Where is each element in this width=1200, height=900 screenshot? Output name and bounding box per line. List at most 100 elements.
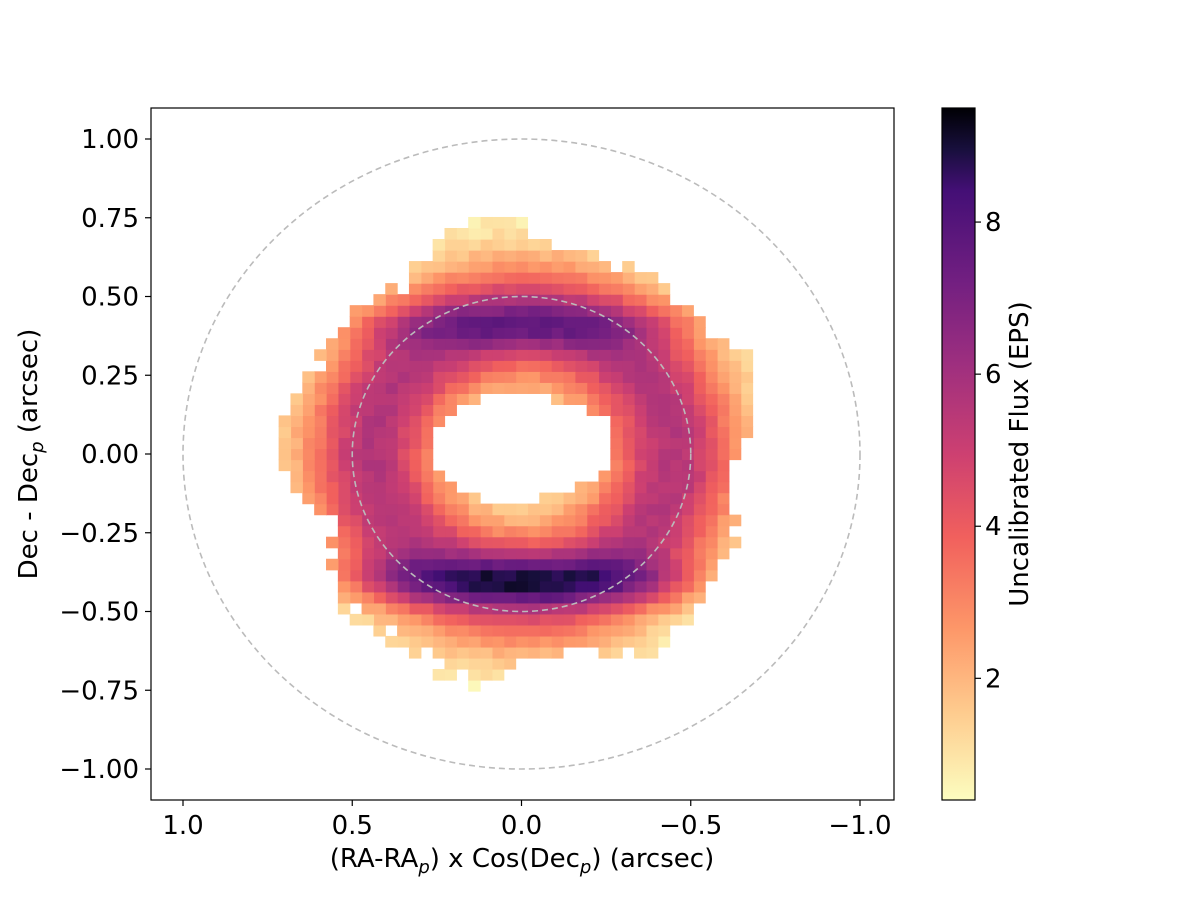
heatmap-cell [634, 316, 647, 328]
heatmap-cell [337, 349, 351, 361]
heatmap-cell [669, 349, 683, 361]
heatmap-cell [456, 360, 469, 372]
heatmap-cell [645, 294, 659, 306]
heatmap-cell [337, 536, 351, 549]
heatmap-cell [551, 250, 564, 262]
heatmap-cell [527, 602, 540, 615]
heatmap-cell [527, 580, 540, 593]
heatmap-cell [456, 624, 469, 637]
heatmap-cell [480, 503, 493, 516]
heatmap-cell [503, 602, 517, 615]
heatmap-cell [326, 371, 339, 383]
heatmap-cell [527, 338, 540, 350]
heatmap-cell [551, 525, 564, 538]
heatmap-cell [337, 591, 351, 604]
heatmap-cell [645, 437, 659, 450]
heatmap-cell [444, 536, 457, 549]
heatmap-cell [693, 525, 706, 538]
heatmap-cell [397, 316, 410, 328]
heatmap-cell [693, 415, 706, 428]
heatmap-cell [681, 558, 694, 571]
heatmap-cell [515, 558, 529, 571]
heatmap-cell [491, 272, 505, 284]
heatmap-cell [503, 503, 517, 516]
heatmap-cell [361, 371, 375, 383]
heatmap-cell [728, 514, 742, 527]
heatmap-cell [444, 272, 457, 284]
heatmap-cell [705, 470, 718, 483]
heatmap-cell [693, 349, 706, 361]
heatmap-cell [444, 327, 457, 339]
heatmap-cell [728, 393, 742, 405]
heatmap-cell [669, 569, 683, 582]
heatmap-cell [385, 569, 398, 582]
heatmap-cell [337, 558, 351, 571]
heatmap-cell [669, 591, 683, 604]
heatmap-cell [491, 371, 505, 383]
heatmap-cell [705, 371, 718, 383]
heatmap-cell [326, 470, 339, 483]
heatmap-cell [420, 382, 434, 394]
heatmap-cell [598, 591, 611, 604]
heatmap-cell [527, 569, 540, 582]
heatmap-cell [562, 536, 576, 549]
heatmap-cell [349, 327, 363, 339]
heatmap-cell [551, 547, 564, 560]
heatmap-cell [408, 503, 422, 516]
heatmap-cell [468, 580, 481, 593]
heatmap-cell [562, 602, 576, 615]
heatmap-cell [716, 360, 730, 372]
heatmap-cell [491, 338, 505, 350]
heatmap-cell [693, 448, 706, 461]
heatmap-cell [337, 338, 351, 350]
heatmap-cell [432, 316, 446, 328]
heatmap-cell [349, 580, 363, 593]
heatmap-cell [574, 382, 588, 394]
heatmap-cell [408, 492, 422, 505]
heatmap-cell [527, 382, 540, 394]
heatmap-cell [349, 393, 363, 405]
heatmap-cell [610, 327, 623, 339]
heatmap-cell [716, 503, 730, 516]
heatmap-cell [373, 327, 386, 339]
heatmap-cell [337, 437, 351, 450]
heatmap-cell [314, 448, 327, 461]
heatmap-cell [361, 437, 375, 450]
heatmap-cell [681, 327, 694, 339]
heatmap-cell [634, 415, 647, 428]
heatmap-cell [740, 360, 754, 372]
heatmap-cell [361, 316, 375, 328]
heatmap-cell [468, 294, 481, 306]
heatmap-cell [468, 591, 481, 604]
heatmap-cell [456, 393, 469, 405]
heatmap-cell [681, 360, 694, 372]
heatmap-cell [728, 448, 742, 461]
heatmap-cell [444, 624, 457, 637]
heatmap-cell [705, 525, 718, 538]
heatmap-cell [598, 393, 611, 405]
heatmap-cell [503, 294, 517, 306]
y-axis: 1.00 0.75 0.50 0.25 0.00 −0.25 −0.50 −0.75 −1.00 [59, 125, 151, 785]
heatmap-cell [408, 415, 422, 428]
heatmap-cell [562, 371, 576, 383]
heatmap-cell [657, 338, 671, 350]
heatmap-cell [527, 635, 540, 648]
heatmap-cell [539, 327, 552, 339]
heatmap-cell [397, 492, 410, 505]
heatmap-cell [302, 415, 315, 428]
heatmap-cell [349, 316, 363, 328]
heatmap-cell [740, 415, 754, 428]
heatmap-cell [326, 338, 339, 350]
heatmap-cell [539, 547, 552, 560]
heatmap-cell [551, 316, 564, 328]
heatmap-cell [681, 371, 694, 383]
heatmap-cell [373, 382, 386, 394]
heatmap-cell [456, 305, 469, 317]
heatmap-cell [468, 360, 481, 372]
heatmap-cell [432, 580, 446, 593]
heatmap-cell [598, 316, 611, 328]
heatmap-cell [373, 349, 386, 361]
heatmap-cell [681, 470, 694, 483]
heatmap-cell [645, 426, 659, 439]
heatmap-cell [669, 437, 683, 450]
